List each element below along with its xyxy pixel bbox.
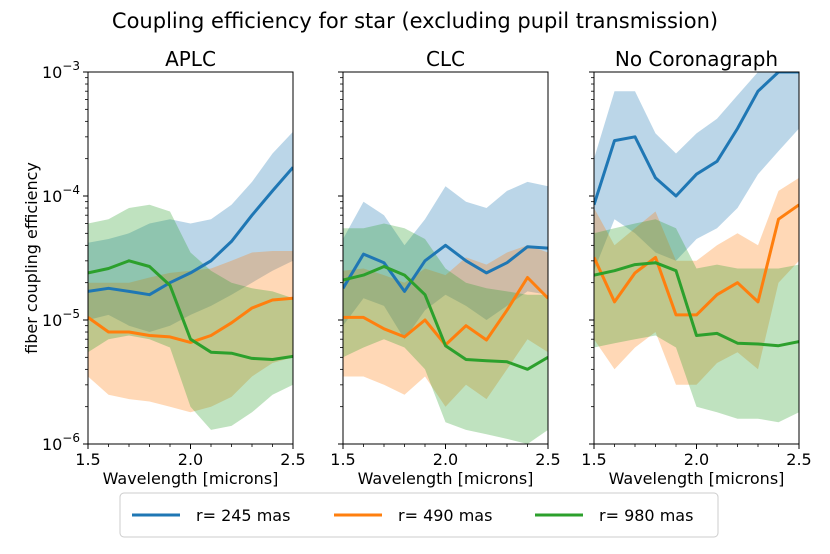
series-line-r980 bbox=[594, 261, 799, 348]
legend: r= 245 mas r= 490 mas r= 980 mas bbox=[119, 492, 719, 538]
band-r490 bbox=[88, 251, 293, 413]
series-line-r245 bbox=[343, 243, 548, 293]
x-tick-label: 2.5 bbox=[280, 450, 305, 469]
series-line-r245 bbox=[594, 72, 799, 206]
legend-label-r980: r= 980 mas bbox=[599, 506, 693, 525]
x-tick-label: 2.0 bbox=[433, 450, 458, 469]
band-r980 bbox=[594, 219, 799, 423]
y-tick-label: 10−5 bbox=[42, 307, 80, 330]
series-line-r980 bbox=[88, 259, 293, 361]
series-line-r490 bbox=[594, 203, 799, 317]
x-axis-label: Wavelength [microns] bbox=[609, 469, 785, 488]
figure-title: Coupling efficiency for star (excluding … bbox=[112, 9, 718, 33]
band-r245 bbox=[594, 72, 799, 271]
y-tick-label: 10−6 bbox=[42, 431, 80, 454]
x-tick-label: 1.5 bbox=[75, 450, 100, 469]
panel-title: No Coronagraph bbox=[615, 47, 778, 71]
band-r490 bbox=[594, 177, 799, 385]
y-tick-label: 10−4 bbox=[42, 183, 80, 206]
x-tick-label: 2.0 bbox=[684, 450, 709, 469]
x-tick-label: 1.5 bbox=[330, 450, 355, 469]
series-line-r245 bbox=[88, 166, 293, 297]
band-r490 bbox=[343, 245, 548, 407]
x-tick-label: 2.5 bbox=[786, 450, 811, 469]
legend-frame bbox=[119, 492, 719, 538]
panel-title: APLC bbox=[165, 47, 216, 71]
x-axis-label: Wavelength [microns] bbox=[103, 469, 279, 488]
y-tick-label: 10−3 bbox=[42, 59, 80, 82]
band-r245 bbox=[88, 131, 293, 332]
series-line-r490 bbox=[88, 296, 293, 344]
legend-label-r245: r= 245 mas bbox=[196, 506, 290, 525]
y-axis-label: fiber coupling efficiency bbox=[22, 162, 41, 354]
band-r245 bbox=[343, 181, 548, 340]
x-tick-label: 1.5 bbox=[581, 450, 606, 469]
series-line-r980 bbox=[343, 265, 548, 371]
legend-label-r490: r= 490 mas bbox=[398, 506, 492, 525]
x-tick-label: 2.0 bbox=[178, 450, 203, 469]
x-tick-label: 2.5 bbox=[535, 450, 560, 469]
panel-title: CLC bbox=[426, 47, 465, 71]
band-r980 bbox=[88, 204, 293, 430]
x-axis-label: Wavelength [microns] bbox=[358, 469, 534, 488]
